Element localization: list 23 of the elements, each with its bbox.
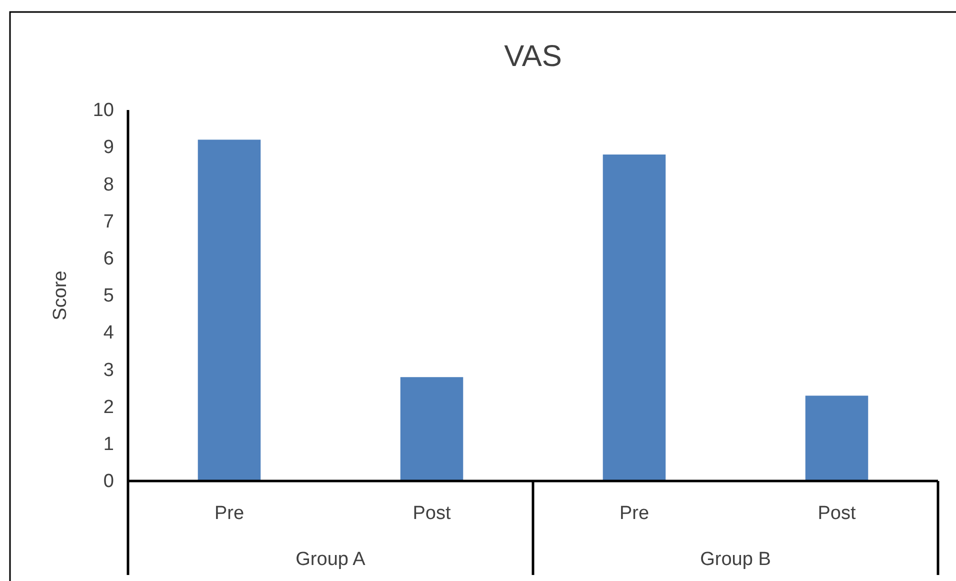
x-tick-label: Pre bbox=[214, 503, 244, 524]
bar bbox=[805, 396, 868, 481]
y-tick-label: 0 bbox=[103, 471, 114, 492]
text: Group B bbox=[700, 549, 771, 570]
y-tick-label: 4 bbox=[103, 322, 114, 344]
y-tick-label: 10 bbox=[92, 100, 114, 122]
chart-title: VAS bbox=[504, 40, 562, 73]
bar bbox=[400, 377, 464, 481]
y-tick-label: 1 bbox=[103, 434, 114, 455]
y-tick-label: 7 bbox=[103, 211, 114, 232]
y-axis-title: Score bbox=[50, 270, 71, 320]
y-tick-label: 5 bbox=[103, 286, 114, 307]
x-tick-label: Pre bbox=[619, 503, 650, 524]
y-tick-label: 2 bbox=[103, 396, 114, 418]
y-tick-label: 9 bbox=[103, 137, 114, 158]
x-tick-label: Post bbox=[412, 503, 452, 524]
y-tick-label: 6 bbox=[103, 248, 114, 270]
y-tick-label: 8 bbox=[103, 174, 114, 196]
bar bbox=[602, 154, 666, 481]
y-tick-label: 3 bbox=[103, 360, 114, 381]
x-tick-label: Post bbox=[818, 503, 856, 524]
bar bbox=[198, 140, 261, 481]
text: Group A bbox=[296, 549, 366, 570]
